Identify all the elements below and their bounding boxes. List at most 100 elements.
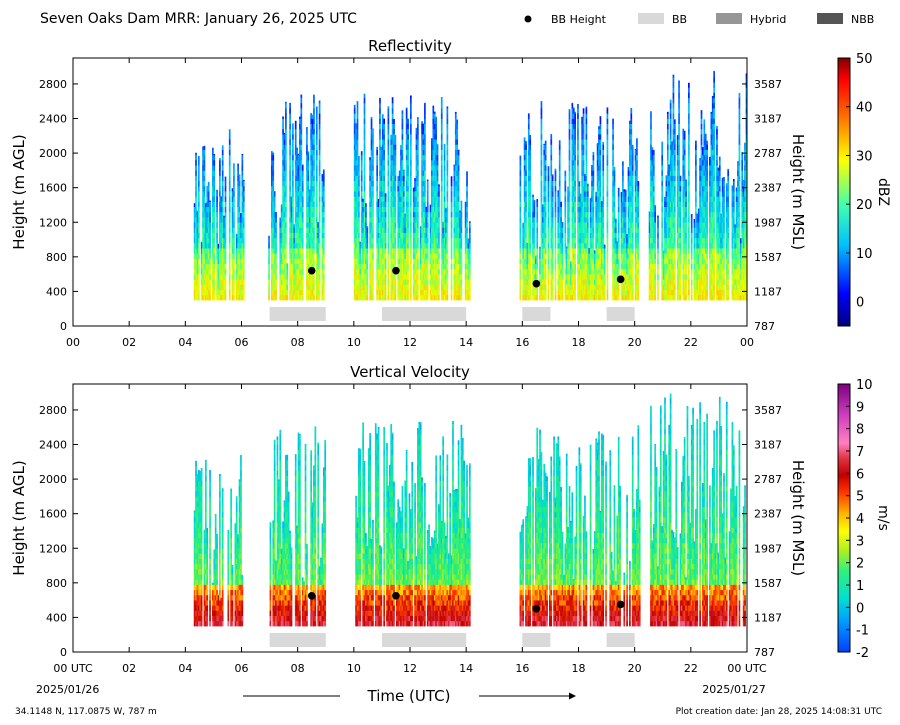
colorbar-tick-label: 20	[856, 198, 873, 213]
colorbar-tick-label: 6	[856, 467, 864, 482]
bb-height-point-3	[616, 275, 625, 284]
colorbar-tick-label: 8	[856, 423, 864, 438]
end-date-label: 2025/01/27	[702, 683, 765, 696]
bb-type-bar-1	[381, 307, 467, 321]
x-tick-label: 04	[178, 662, 192, 675]
x-tick-label: 06	[235, 336, 249, 349]
echo-columns	[193, 393, 746, 627]
legend-bb-swatch	[638, 13, 664, 24]
bb-type-bar-3	[606, 307, 635, 321]
y2-tick-label: 2387	[754, 182, 782, 195]
x-tick-label: 02	[122, 662, 136, 675]
y2-tick-label: 3587	[754, 404, 782, 417]
y-axis-label: Height (m AGL)	[10, 460, 28, 575]
y2-tick-label: 1587	[754, 577, 782, 590]
x-tick-label: 18	[572, 336, 586, 349]
y2-tick-label: 1987	[754, 216, 782, 229]
legend-bb-height-label: BB Height	[551, 13, 607, 26]
colorbar-tick-label: 10	[856, 378, 873, 393]
x-tick-label: 22	[684, 662, 698, 675]
bb-type-bar-1	[381, 633, 467, 647]
colorbar-tick-label: 9	[856, 400, 864, 415]
y-axis-label: Height (m AGL)	[10, 134, 28, 249]
x-axis-label: Time (UTC)	[367, 687, 451, 705]
colorbar-tick-label: 5	[856, 490, 864, 505]
x-tick-label: 02	[122, 336, 136, 349]
colorbar-tick-label: 40	[856, 101, 873, 116]
y2-tick-label: 3187	[754, 439, 782, 452]
figure-title: Seven Oaks Dam MRR: January 26, 2025 UTC	[40, 11, 357, 27]
bb-height-point-1	[392, 266, 400, 275]
colorbar-tick-label: 10	[856, 247, 873, 262]
y2-tick-label: 2787	[754, 147, 782, 160]
y2-axis-label: Height (m MSL)	[789, 460, 807, 576]
y-tick-label: 800	[46, 251, 67, 264]
time-arrow-icon	[569, 692, 576, 700]
x-tick-label: 20	[628, 336, 642, 349]
start-date-label: 2025/01/26	[36, 683, 99, 696]
y2-tick-label: 1587	[754, 251, 782, 264]
legend-nbb-label: NBB	[851, 13, 874, 26]
y-tick-label: 1600	[39, 508, 67, 521]
colorbar-tick-label: 2	[856, 557, 864, 572]
colorbar-label: m/s	[875, 505, 891, 531]
colorbar	[837, 57, 851, 327]
legend-bb-height-marker	[524, 15, 532, 23]
x-tick-label: 06	[235, 662, 249, 675]
y2-tick-label: 3587	[754, 78, 782, 91]
y-tick-label: 0	[60, 646, 67, 659]
bb-height-point-3	[616, 600, 625, 609]
colorbar-tick-label: 7	[856, 445, 864, 460]
legend-bb-label: BB	[672, 13, 687, 26]
y2-tick-label: 1187	[754, 611, 782, 624]
bb-type-bar-3	[606, 633, 635, 647]
x-tick-label: 14	[459, 336, 473, 349]
y-tick-label: 2800	[39, 78, 67, 91]
bb-height-point-2	[532, 279, 541, 288]
y-tick-label: 2800	[39, 404, 67, 417]
colorbar-tick-label: 3	[856, 534, 864, 549]
echo-columns	[193, 70, 748, 301]
y2-tick-label: 2387	[754, 508, 782, 521]
y-tick-label: 2400	[39, 439, 67, 452]
x-tick-label: 08	[291, 662, 305, 675]
y-tick-label: 1200	[39, 216, 67, 229]
y2-tick-label: 1987	[754, 542, 782, 555]
x-tick-label: 18	[572, 662, 586, 675]
x-tick-label: 16	[515, 336, 529, 349]
y-tick-label: 2000	[39, 473, 67, 486]
x-tick-label: 10	[347, 662, 361, 675]
colorbar-tick-label: 0	[856, 296, 864, 311]
colorbar-tick-label: 50	[856, 52, 873, 67]
x-tick-label: 20	[628, 662, 642, 675]
y2-tick-label: 3187	[754, 113, 782, 126]
legend-hybrid-swatch	[716, 13, 742, 24]
y-tick-label: 2400	[39, 113, 67, 126]
colorbar-tick-label: 0	[856, 601, 864, 616]
y-tick-label: 1200	[39, 542, 67, 555]
colorbar-tick-label: -1	[856, 624, 869, 639]
x-tick-label: 00	[740, 336, 754, 349]
bb-height-point-0	[307, 592, 316, 600]
y2-tick-label: 1187	[754, 285, 782, 298]
x-tick-label: 00 UTC	[53, 662, 93, 675]
x-tick-label: 00	[66, 336, 80, 349]
location-label: 34.1148 N, 117.0875 W, 787 m	[15, 707, 157, 717]
y-tick-label: 400	[46, 611, 67, 624]
figure-legend: BB Height BB Hybrid NBB	[524, 13, 874, 26]
x-tick-label: 14	[459, 662, 473, 675]
colorbar-tick-label: -2	[856, 646, 869, 661]
y2-axis-label: Height (m MSL)	[789, 134, 807, 250]
colorbar-tick-label: 30	[856, 149, 873, 164]
bb-type-bar-0	[269, 307, 326, 321]
legend-hybrid-label: Hybrid	[750, 13, 786, 26]
bb-type-bar-2	[522, 307, 551, 321]
colorbar-tick-label: 4	[856, 512, 864, 527]
bb-height-point-2	[532, 604, 541, 613]
y-tick-label: 1600	[39, 182, 67, 195]
y2-tick-label: 787	[754, 320, 775, 333]
colorbar-tick-label: 1	[856, 579, 864, 594]
